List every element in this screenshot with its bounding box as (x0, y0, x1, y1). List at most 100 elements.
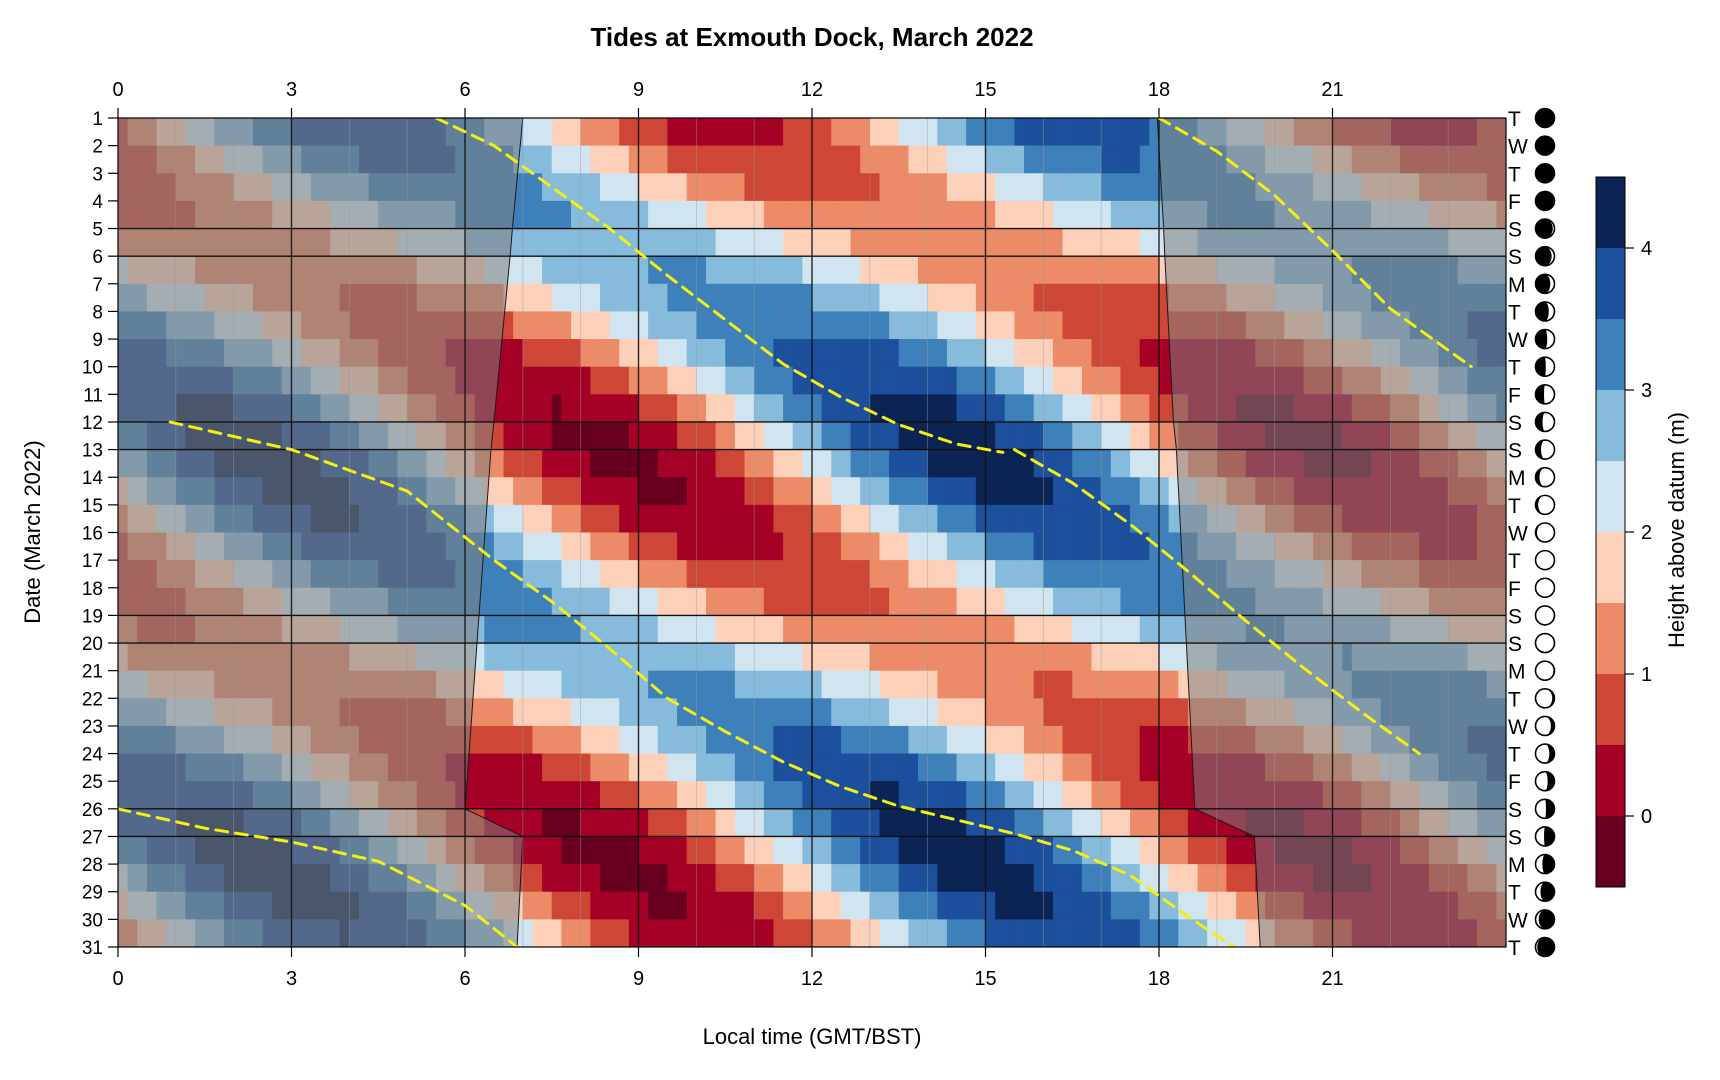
heat-cell (1072, 449, 1083, 478)
colorbar-swatch (1596, 461, 1625, 532)
heat-cell (1014, 145, 1025, 174)
heat-cell (1004, 919, 1016, 947)
heat-cell (966, 421, 977, 451)
heat-cell (985, 173, 996, 202)
heat-cell (908, 753, 919, 782)
heat-cell (513, 532, 524, 561)
heat-cell (705, 504, 717, 534)
heat-cell (937, 256, 948, 285)
heat-cell (1024, 200, 1035, 230)
heat-cell (599, 836, 611, 865)
colorbar-swatch (1596, 390, 1625, 461)
heat-cell (1110, 118, 1122, 147)
heat-cell (927, 725, 938, 755)
heat-cell (657, 477, 669, 506)
heat-cell (1110, 504, 1122, 534)
heat-cell (513, 311, 524, 340)
heat-cell (522, 781, 534, 810)
heat-cell (667, 560, 678, 589)
heat-cell (840, 477, 852, 506)
heat-cell (1024, 532, 1035, 561)
heat-cell (648, 781, 659, 810)
heat-cell (609, 256, 620, 285)
heat-cell (773, 836, 784, 865)
heat-cell (609, 615, 620, 644)
heat-cell (898, 781, 909, 810)
heat-cell (927, 864, 938, 893)
heat-cell (1004, 366, 1016, 395)
heat-cell (946, 449, 958, 478)
heat-cell (522, 173, 534, 202)
heat-cell (503, 643, 514, 672)
heat-cell (985, 587, 996, 616)
heat-cell (763, 200, 775, 230)
heat-cell (763, 477, 775, 506)
heat-cell (1043, 560, 1054, 589)
heat-cell (975, 560, 987, 589)
heat-cell (946, 339, 958, 368)
heat-cell (879, 200, 890, 230)
heat-cell (532, 366, 543, 395)
heat-cell (1187, 864, 1199, 893)
heat-cell (657, 615, 669, 644)
heat-cell (648, 560, 659, 589)
heat-cell (840, 421, 852, 451)
heat-cell (1197, 919, 1208, 947)
heat-cell (985, 366, 996, 395)
heat-cell (802, 339, 813, 368)
weekday-letter: T (1508, 357, 1521, 380)
heat-cell (985, 891, 996, 920)
heat-cell (609, 200, 620, 230)
heat-cell (966, 560, 977, 589)
heat-cell (1168, 560, 1179, 589)
heat-cell (686, 532, 697, 561)
heat-cell (667, 283, 678, 313)
heat-cell (1120, 891, 1131, 920)
heat-cell (744, 753, 755, 782)
heat-cell (879, 173, 890, 202)
heat-cell (686, 725, 697, 755)
heat-cell (763, 891, 775, 920)
heat-cell (493, 698, 505, 727)
heat-cell (551, 173, 562, 202)
heat-cell (696, 283, 707, 313)
heat-cell (898, 256, 909, 285)
heat-cell (1159, 836, 1170, 865)
heat-cell (580, 504, 591, 534)
heat-cell (792, 145, 803, 174)
heat-cell (696, 118, 707, 147)
heat-cell (609, 670, 620, 699)
heat-cell (1052, 118, 1064, 147)
heat-cell (493, 808, 505, 838)
heat-cell (1004, 421, 1016, 451)
heat-cell (1062, 228, 1073, 257)
heat-cell (1004, 256, 1016, 285)
heat-cell (975, 643, 987, 672)
heat-cell (667, 891, 678, 920)
heat-cell (937, 228, 948, 257)
y-tick-label: 7 (92, 275, 103, 296)
heat-cell (734, 339, 746, 368)
heat-cell (985, 256, 996, 285)
heat-cell (551, 449, 562, 478)
heat-cell (1081, 753, 1093, 782)
heat-cell (493, 725, 505, 755)
heat-cell (927, 560, 938, 589)
heat-cell (551, 477, 562, 506)
heat-cell (532, 311, 543, 340)
heat-cell (1187, 836, 1199, 865)
heat-cell (831, 366, 842, 395)
heat-cell (821, 504, 832, 534)
heat-cell (1014, 311, 1025, 340)
heat-cell (1130, 504, 1141, 534)
heat-cell (1014, 256, 1025, 285)
heat-cell (715, 891, 726, 920)
heat-cell (1110, 449, 1122, 478)
heat-cell (1130, 753, 1141, 782)
heat-cell (484, 560, 495, 589)
heat-cell (1081, 615, 1093, 644)
heat-cell (1014, 560, 1025, 589)
heat-cell (474, 670, 485, 699)
heat-cell (1110, 394, 1122, 423)
moon-phase-icon (1534, 577, 1556, 599)
